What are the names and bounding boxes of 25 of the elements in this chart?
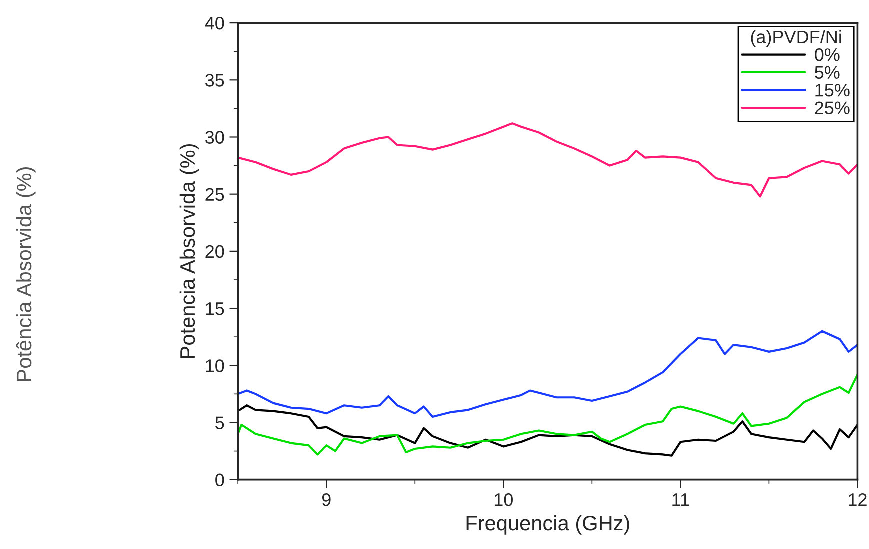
x-axis-title: Frequencia (GHz): [466, 515, 630, 535]
y-tick-label: 25: [206, 188, 224, 202]
line-series: [238, 330, 858, 418]
x-tick-label: 10: [494, 493, 513, 506]
legend-label: 5%: [815, 66, 840, 80]
y-axis-title: Potencia Absorvida (%): [180, 144, 200, 358]
legend-label: 0%: [815, 48, 840, 62]
line-series: [238, 404, 858, 457]
y-tick-label: 15: [206, 302, 224, 316]
legend-title: (a)PVDF/Ni: [751, 30, 842, 48]
line-series: [238, 122, 858, 198]
text: Potência Absorvida (%): [16, 168, 36, 382]
legend-label: 15%: [816, 84, 850, 97]
y-tick-label: 30: [206, 131, 224, 144]
y-tick-label: 5: [216, 416, 224, 430]
x-tick-label: 9: [322, 493, 331, 506]
line-series: [238, 374, 858, 456]
x-tick-label: 12: [849, 493, 867, 506]
y-tick-label: 0: [216, 474, 224, 487]
y-tick-label: 40: [205, 16, 224, 30]
y-tick-label: 10: [206, 360, 224, 372]
y-tick-label: 20: [206, 245, 224, 258]
x-tick-label: 11: [672, 494, 690, 506]
y-tick-label: 35: [206, 74, 224, 87]
legend-label: 25%: [815, 102, 850, 114]
